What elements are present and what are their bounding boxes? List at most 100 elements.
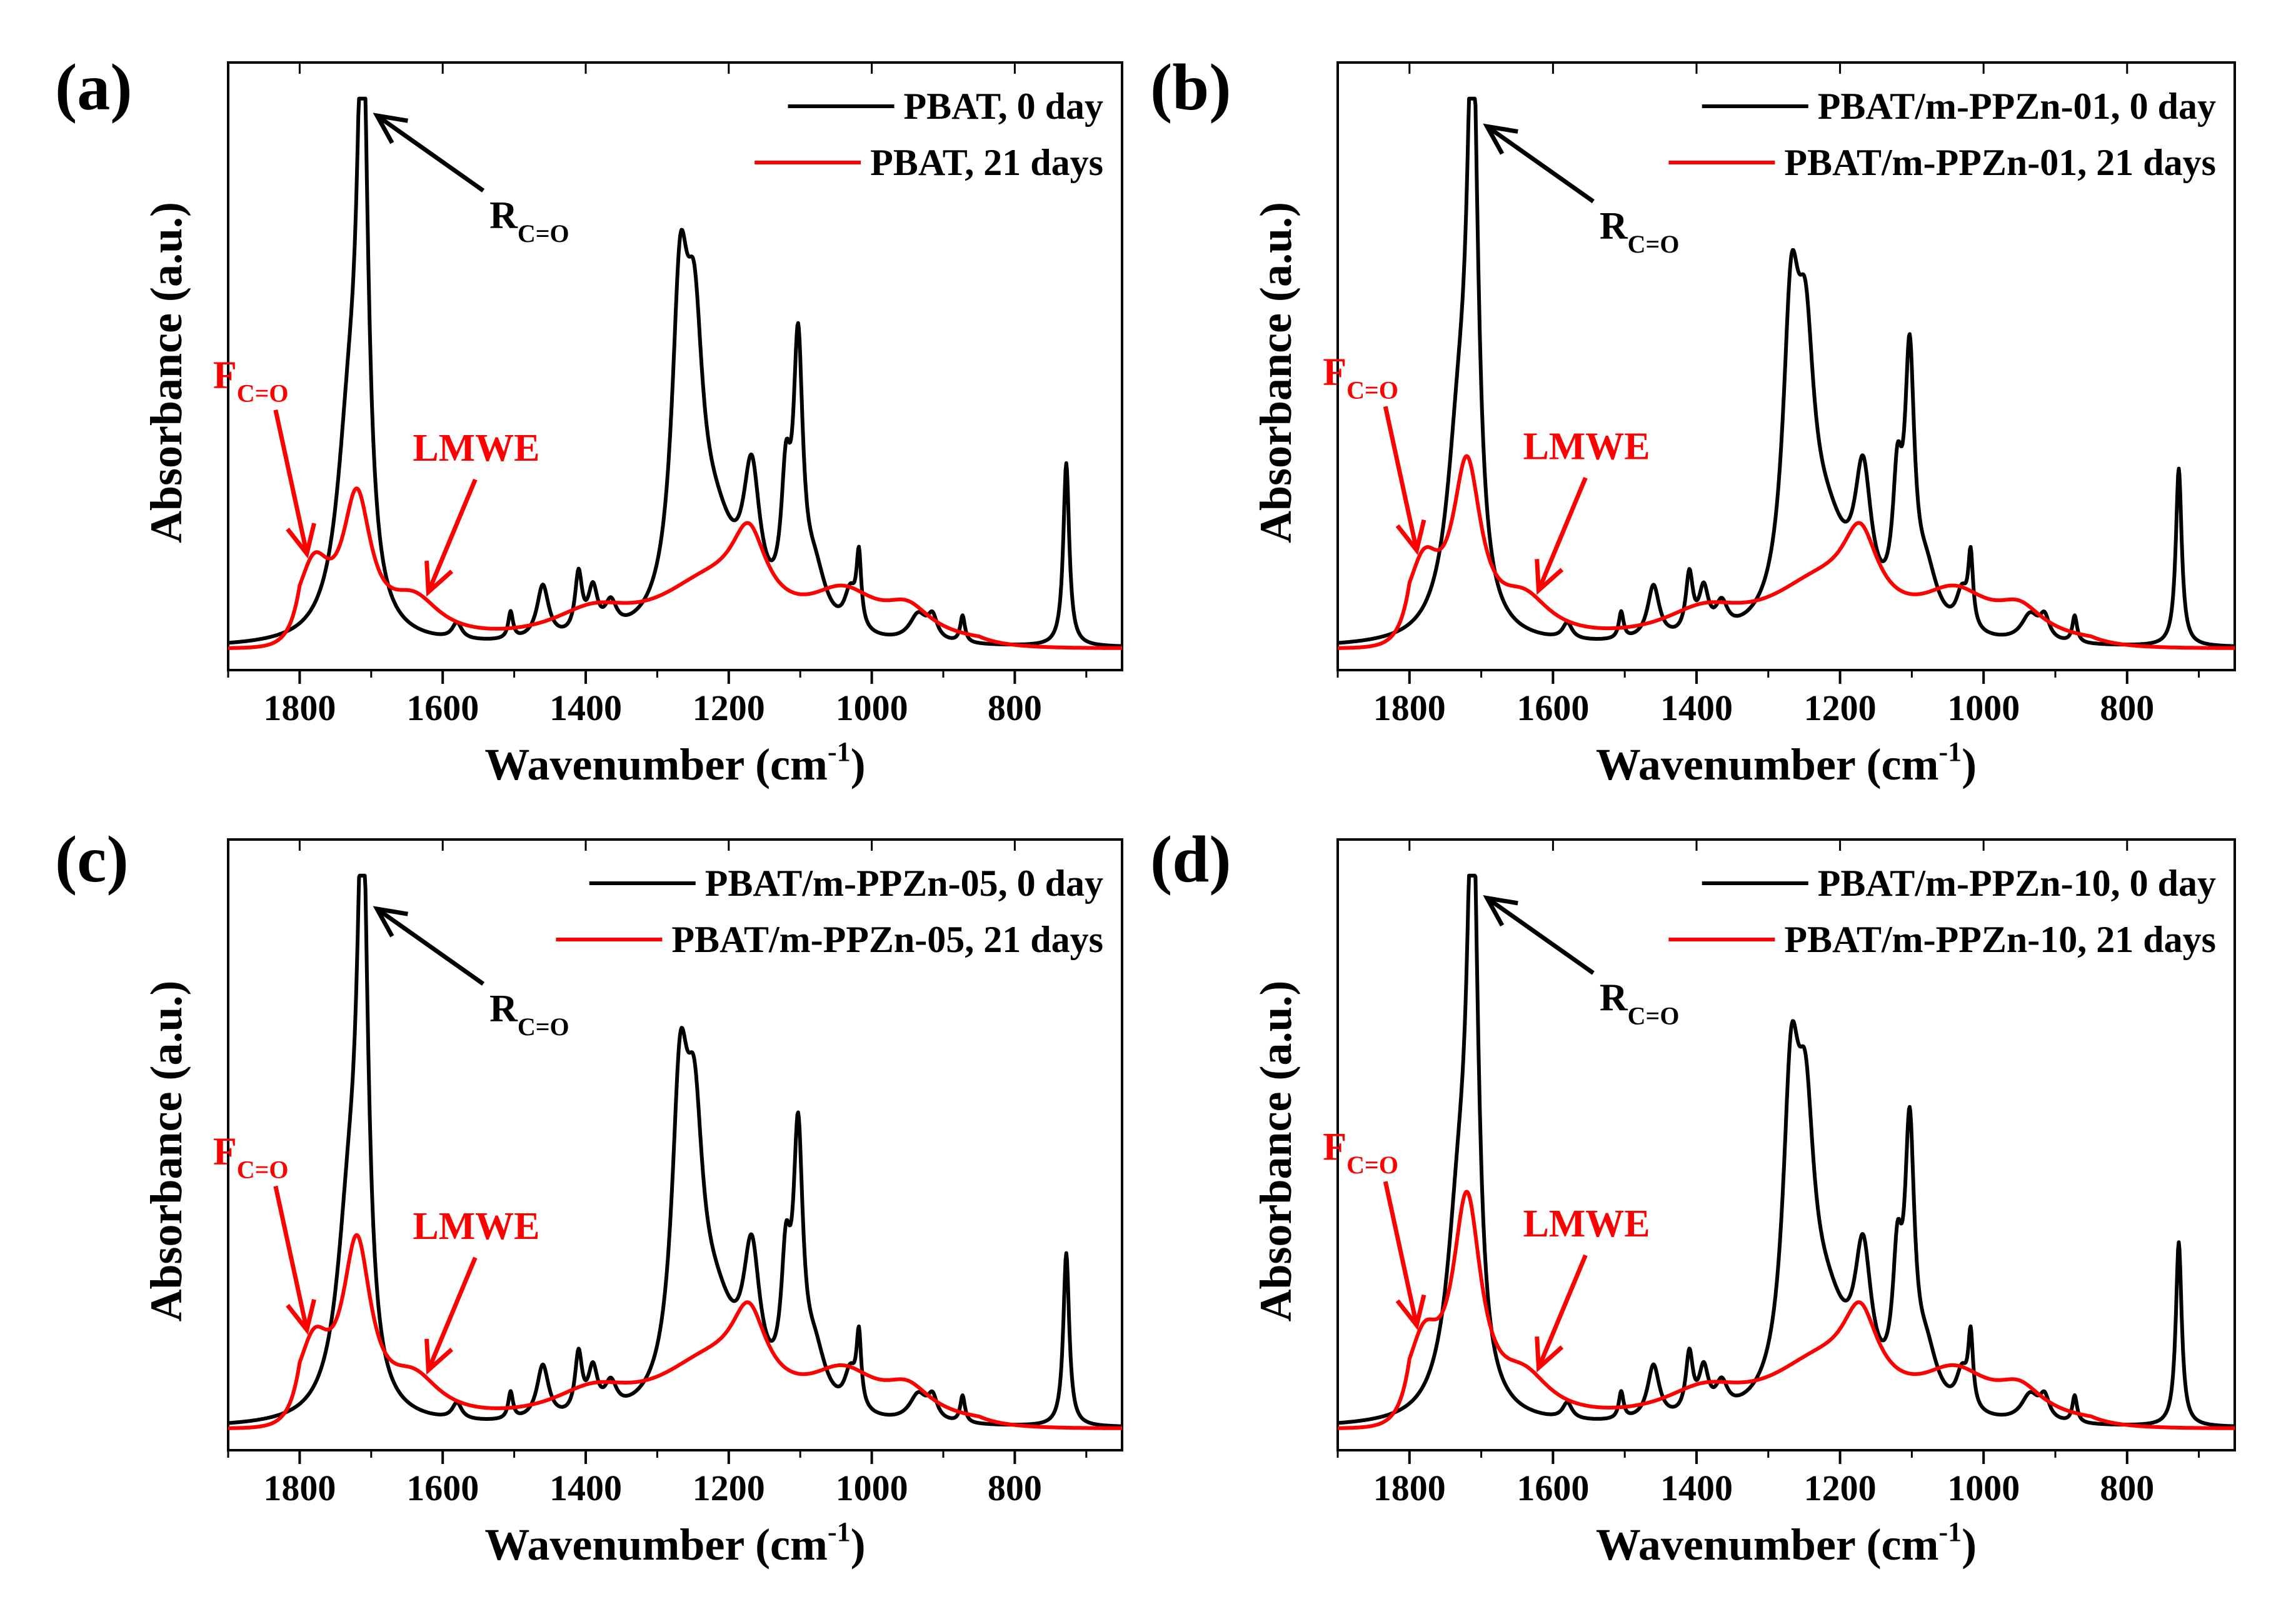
x-tick-label: 1200: [1804, 688, 1877, 728]
x-tick-label: 1600: [406, 688, 479, 728]
annotation-arrow: [1537, 1254, 1588, 1369]
series-line-21-days: [228, 486, 1122, 650]
annotation-arrow: [376, 114, 485, 193]
lmwe-annotation: LMWE: [1523, 1203, 1650, 1373]
annotation-arrowhead: [1483, 123, 1518, 155]
legend-label: PBAT/m-PPZn-10, 0 day: [1818, 863, 2216, 904]
lmwe-annotation: LMWE: [1523, 425, 1650, 595]
panel-3: (c) 1800 1600 1400 1200 1000 800 Wavenumber (cm…: [55, 823, 1123, 1570]
annotation-arrow: [273, 1185, 309, 1331]
series-line-0-day: [1338, 96, 2235, 648]
free-co-annotation: FC=O: [1323, 351, 1426, 556]
x-tick-label: 800: [988, 688, 1042, 728]
annotation-arrowhead: [1395, 1294, 1426, 1331]
x-tick-label: 1600: [406, 1468, 479, 1508]
annotation-arrowhead: [373, 113, 408, 144]
annotation-label: FC=O: [213, 1130, 289, 1183]
x-tick-label: 1600: [1516, 688, 1589, 728]
x-tick-label: 1200: [693, 688, 765, 728]
annotation-arrowhead: [1483, 895, 1518, 927]
free-co-annotation: FC=O: [1323, 1126, 1426, 1331]
annotation-label: RC=O: [489, 988, 569, 1041]
x-tick-label: 1000: [836, 688, 908, 728]
x-tick-label: 1000: [1947, 1468, 2020, 1508]
reacted-co-annotation: RC=O: [1483, 895, 1680, 1030]
panel-letter: (a): [55, 51, 133, 124]
plot-frame: [1336, 838, 2236, 1451]
series-line-0-day: [228, 96, 1122, 648]
x-axis-title: Wavenumber (cm-1): [1596, 736, 1977, 789]
legend-label: PBAT/m-PPZn-01, 21 days: [1784, 142, 2216, 183]
x-tick-label: 1000: [836, 1468, 908, 1508]
x-axis-title: Wavenumber (cm-1): [1596, 1516, 1977, 1570]
annotation-arrow: [1485, 896, 1595, 975]
legend-label: PBAT, 0 day: [904, 86, 1103, 127]
annotation-label: LMWE: [413, 1205, 539, 1248]
y-axis-title: Absorbance (a.u.): [141, 980, 191, 1321]
x-tick-label: 1000: [1947, 688, 2020, 728]
x-tick-label: 1800: [1373, 1468, 1446, 1508]
annotation-arrow: [1485, 124, 1595, 204]
annotation-arrow: [1383, 1181, 1419, 1326]
annotation-arrow: [376, 907, 485, 986]
panel-4: (d) 1800 1600 1400 1200 1000 800 Wavenumber (cm…: [1150, 823, 2236, 1570]
annotation-arrowhead: [286, 1299, 316, 1335]
panel-2: (b) 1800 1600 1400 1200 1000 800 Wavenumber (cm…: [1150, 51, 2236, 789]
series-line-21-days: [1338, 1190, 2235, 1430]
x-tick-label: 1400: [1660, 688, 1733, 728]
lmwe-annotation: LMWE: [413, 1205, 540, 1375]
y-axis-title: Absorbance (a.u.): [1251, 980, 1301, 1321]
x-tick-label: 1600: [1516, 1468, 1589, 1508]
panel-letter: (c): [55, 823, 129, 896]
reacted-co-annotation: RC=O: [373, 906, 569, 1041]
annotation-arrow: [1383, 406, 1419, 551]
annotation-label: LMWE: [1523, 425, 1650, 468]
x-tick-label: 1400: [549, 1468, 622, 1508]
annotation-label: RC=O: [1600, 977, 1680, 1030]
series-line-21-days: [1338, 454, 2235, 650]
legend-label: PBAT/m-PPZn-01, 0 day: [1818, 86, 2216, 127]
annotation-arrowhead: [286, 523, 316, 559]
annotation-label: FC=O: [213, 354, 289, 408]
x-tick-label: 1800: [263, 688, 336, 728]
annotation-label: LMWE: [1523, 1203, 1650, 1245]
x-tick-label: 800: [2100, 1468, 2154, 1508]
x-axis-title: Wavenumber (cm-1): [484, 1516, 865, 1570]
annotation-arrow: [426, 1256, 478, 1371]
annotation-arrowhead: [1535, 559, 1564, 595]
annotation-label: LMWE: [413, 427, 539, 469]
y-axis-title: Absorbance (a.u.): [1251, 202, 1301, 543]
annotation-label: FC=O: [1323, 1126, 1398, 1179]
plot-frame: [227, 61, 1123, 671]
x-tick-label: 1800: [1373, 688, 1446, 728]
annotation-label: FC=O: [1323, 351, 1398, 404]
plot-frame: [227, 838, 1123, 1451]
free-co-annotation: FC=O: [213, 1130, 316, 1335]
x-tick-label: 800: [2100, 688, 2154, 728]
lmwe-annotation: LMWE: [413, 427, 540, 597]
x-axis-title: Wavenumber (cm-1): [484, 736, 865, 789]
x-tick-label: 1800: [263, 1468, 336, 1508]
annotation-arrow: [426, 478, 478, 593]
y-axis-title: Absorbance (a.u.): [141, 202, 191, 543]
legend-label: PBAT/m-PPZn-10, 21 days: [1784, 919, 2216, 960]
plot-frame: [1336, 61, 2236, 671]
panel-1: (a) 1800 1600 1400 1200 1000 800 Wavenumber (cm…: [55, 51, 1123, 789]
x-tick-label: 1200: [693, 1468, 765, 1508]
series-line-21-days: [228, 1233, 1122, 1430]
reacted-co-annotation: RC=O: [1483, 123, 1679, 258]
free-co-annotation: FC=O: [213, 354, 316, 559]
reacted-co-annotation: RC=O: [373, 113, 569, 248]
x-tick-label: 1400: [1660, 1468, 1733, 1508]
panel-letter: (b): [1150, 51, 1231, 124]
x-tick-label: 1200: [1804, 1468, 1877, 1508]
legend-label: PBAT/m-PPZn-05, 0 day: [705, 863, 1103, 904]
annotation-arrow: [1537, 476, 1588, 591]
x-tick-label: 1400: [549, 688, 622, 728]
annotation-arrowhead: [373, 906, 408, 938]
legend-label: PBAT/m-PPZn-05, 21 days: [671, 919, 1103, 960]
annotation-arrowhead: [424, 1338, 454, 1375]
legend-label: PBAT, 21 days: [870, 142, 1103, 183]
series-line-0-day: [228, 873, 1122, 1428]
